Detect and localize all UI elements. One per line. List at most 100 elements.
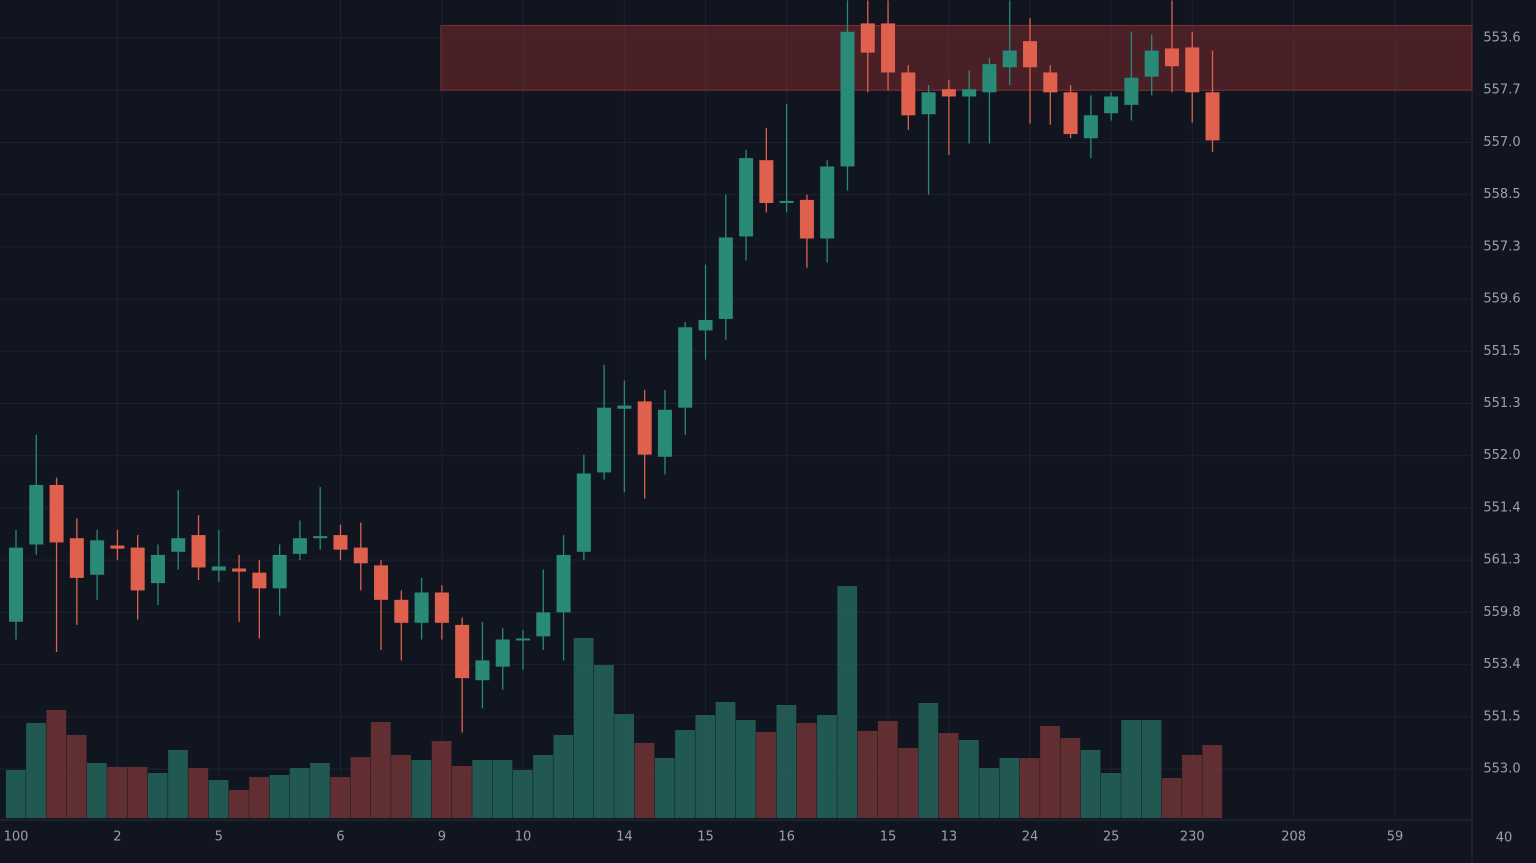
candle-body [150, 554, 165, 584]
candle-body [1124, 77, 1139, 105]
candle-body [272, 554, 287, 589]
volume-bar [1100, 773, 1121, 818]
candle-body [921, 92, 936, 115]
candle-body [637, 401, 652, 455]
candle-body [698, 319, 713, 331]
x-tick-label: 208 [1281, 830, 1306, 845]
volume-bar [715, 702, 736, 818]
candle-body [414, 592, 429, 623]
volume-bar [289, 768, 310, 818]
volume-bar [492, 760, 513, 818]
y-tick-label: 559.6 [1483, 292, 1520, 307]
volume-bar [127, 767, 148, 818]
candle-body [1205, 92, 1220, 141]
resistance-zone [440, 24, 1473, 91]
candle-body [840, 31, 855, 167]
candle-body [556, 554, 571, 613]
y-tick-label: 557.3 [1483, 239, 1520, 254]
candle-body [191, 535, 206, 568]
candle-body [110, 545, 125, 549]
y-tick-label: 557.7 [1483, 83, 1520, 98]
candle-body [333, 535, 348, 550]
volume-bar [756, 732, 776, 818]
x-tick-label: 230 [1180, 830, 1205, 845]
volume-bar [249, 777, 269, 818]
candle-body [252, 572, 267, 589]
volume-bar [370, 722, 391, 818]
candle-body [982, 64, 997, 93]
x-tick-label: 59 [1387, 830, 1404, 845]
y-tick-label: 552.0 [1483, 448, 1520, 463]
volume-bar [593, 665, 614, 818]
volume-bar [634, 743, 655, 818]
candle-body [475, 660, 490, 681]
candle-body [313, 536, 328, 539]
x-tick-label: 5 [215, 830, 223, 845]
volume-bar [411, 760, 432, 818]
volume-bar [918, 703, 939, 818]
candle-body [941, 89, 956, 97]
volume-bar [46, 710, 67, 818]
candle-body [90, 540, 105, 575]
candle-body [69, 538, 84, 578]
candle-body [434, 592, 449, 623]
volume-bar [168, 750, 188, 818]
volume-bar [1182, 755, 1202, 818]
volume-bar [330, 777, 351, 818]
x-tick-label: 100 [4, 830, 29, 845]
y-tick-label: 557.0 [1483, 135, 1520, 150]
candle-body [353, 547, 368, 564]
volume-bar [999, 758, 1020, 818]
candle-body [718, 237, 733, 319]
y-tick-label: 551.5 [1483, 709, 1520, 724]
volume-bar [147, 773, 168, 818]
volume-bar [107, 767, 128, 818]
volume-bar [796, 723, 817, 818]
candle-body [374, 565, 389, 600]
candle-body [759, 160, 774, 204]
volume-bar [269, 775, 290, 818]
volume-bar [837, 586, 858, 818]
volume-bar [533, 755, 553, 818]
volume-bar [654, 758, 675, 818]
volume-bar [776, 705, 797, 818]
x-tick-label: 10 [515, 830, 532, 845]
volume-bar [431, 741, 452, 818]
volume-bar [1161, 778, 1182, 818]
corner-label: 40 [1496, 831, 1513, 846]
candle-body [1083, 115, 1098, 139]
candle-body [211, 566, 226, 571]
y-tick-label: 553.6 [1483, 31, 1520, 46]
candle-body [49, 484, 64, 543]
y-tick-label: 553.4 [1483, 657, 1520, 672]
candle-body [1023, 41, 1037, 68]
y-tick-label: 551.5 [1483, 344, 1520, 359]
y-tick-label: 551.3 [1483, 396, 1520, 411]
x-tick-label: 6 [336, 830, 344, 845]
y-tick-label: 553.0 [1483, 761, 1520, 776]
volume-bar [1141, 720, 1162, 818]
x-tick-label: 14 [616, 830, 633, 845]
candle-body [232, 568, 247, 572]
volume-bar [614, 714, 635, 818]
candle-body [1063, 92, 1078, 135]
volume-bar [735, 720, 756, 818]
candle-body [860, 23, 875, 53]
volume-bar [1202, 745, 1223, 818]
volume-bar [1019, 758, 1040, 818]
candle-body [881, 23, 896, 73]
x-tick-label: 15 [880, 830, 897, 845]
candle-body [171, 538, 186, 552]
y-tick-label: 561.3 [1483, 553, 1520, 568]
volume-bar [979, 768, 1000, 818]
candle-body [394, 599, 409, 623]
volume-bar [1080, 750, 1101, 818]
candle-body [1144, 50, 1159, 77]
volume-bar [391, 755, 411, 818]
candle-body [455, 624, 470, 679]
candle-body [617, 405, 632, 409]
candle-body [739, 158, 754, 237]
candle-body [1002, 50, 1017, 68]
